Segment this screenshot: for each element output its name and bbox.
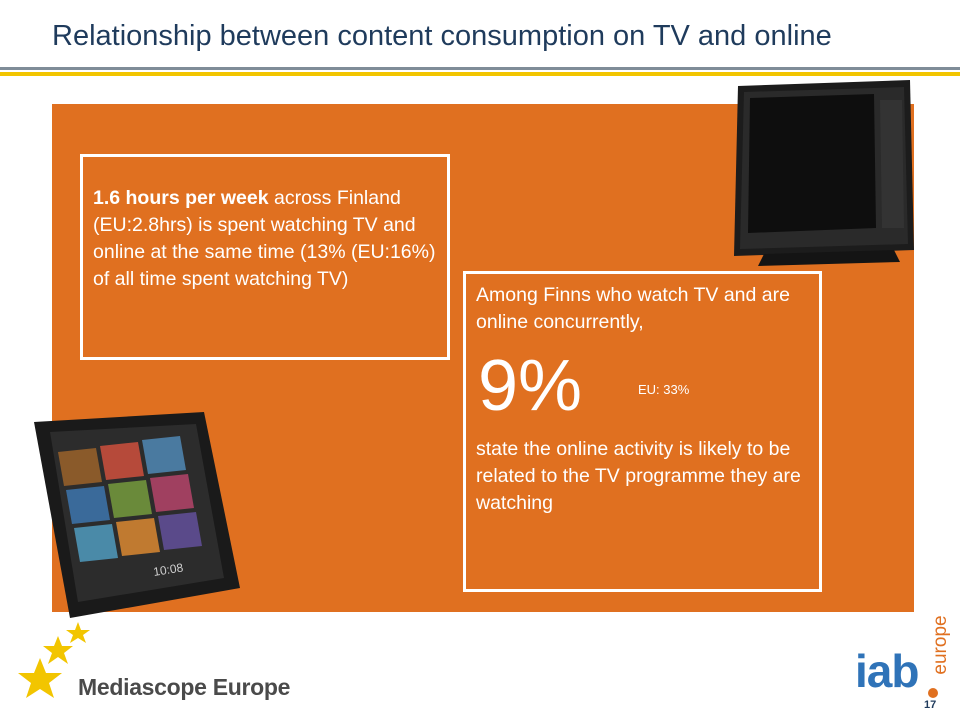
page-number: 17 <box>924 699 937 711</box>
related-activity-intro: Among Finns who watch TV and are online … <box>476 284 790 333</box>
title-rule-yellow <box>0 72 960 76</box>
iab-dot-icon <box>928 688 938 698</box>
europe-logo-text: europe <box>926 602 956 688</box>
eu-stars-icon <box>18 622 90 698</box>
big-percentage: 9% <box>478 346 583 426</box>
hours-per-week-bold: 1.6 hours per week <box>93 187 269 209</box>
tablet-clock: 10:08 <box>152 560 184 579</box>
slide-title: Relationship between content consumption… <box>52 20 832 52</box>
title-rule-grey <box>0 67 960 70</box>
mediascope-logo: Mediascope Europe <box>78 674 291 700</box>
iab-logo: iab <box>855 645 919 697</box>
hours-per-week-box: 1.6 hours per week across Finland (EU:2.… <box>80 154 450 360</box>
big-stat-row: 9% EU: 33% <box>476 336 809 436</box>
eu-comparison: EU: 33% <box>638 382 690 397</box>
tablet-tiles <box>58 436 202 562</box>
tv-image <box>734 80 914 266</box>
related-activity-box: Among Finns who watch TV and are online … <box>463 271 822 592</box>
related-activity-outro: state the online activity is likely to b… <box>476 438 801 514</box>
europe-label: europe <box>930 615 951 675</box>
tablet-image: 10:08 <box>34 412 240 618</box>
hours-per-week-text: across Finland (EU:2.8hrs) is spent watc… <box>93 187 436 290</box>
